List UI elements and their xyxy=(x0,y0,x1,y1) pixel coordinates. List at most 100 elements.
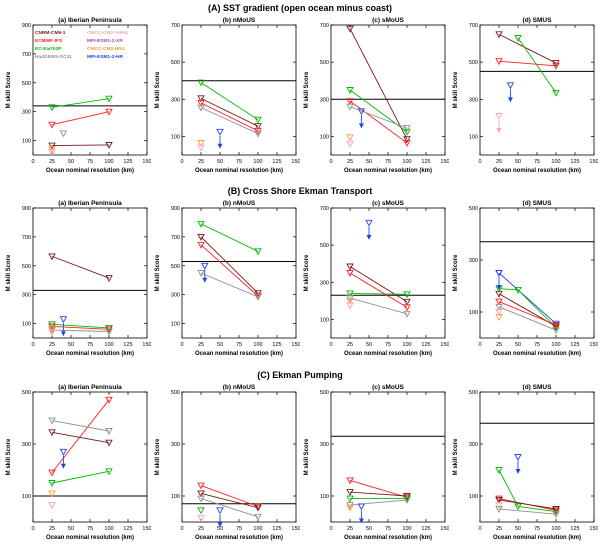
series-EC-Earth3P xyxy=(47,321,113,333)
series-EC-Earth3P xyxy=(196,221,262,256)
panel-C-d: (d) SMUS 100 300 500 0 25 50 75 100 125 150 M skill… xyxy=(453,384,598,541)
arrow-MPI-ESM1-2-HR xyxy=(513,453,522,474)
series-EC-Earth3P xyxy=(513,35,560,97)
series-CNRM-CM6-1 xyxy=(345,488,411,500)
panel-B-b: (b) nMoUS 100 300 500 700 900 0 25 50 75 100 125 150… xyxy=(155,200,300,357)
marker-triangle-down-icon xyxy=(494,304,503,312)
panel-C-b: (b) nMoUS 100 300 500 0 25 50 75 100 125 150 M skil… xyxy=(155,384,300,541)
svg-text:75: 75 xyxy=(533,526,539,532)
svg-text:700: 700 xyxy=(170,23,179,29)
marker-triangle-down-icon xyxy=(47,329,56,337)
series-CMCC-CM2-VHR4 xyxy=(196,144,205,152)
marker-triangle-down-icon xyxy=(47,121,56,129)
svg-text:500: 500 xyxy=(170,264,179,270)
marker-triangle-down-icon xyxy=(494,505,503,513)
svg-text:25: 25 xyxy=(346,159,352,165)
svg-text:150: 150 xyxy=(440,342,449,348)
y-axis-label: M skill Score xyxy=(304,438,310,475)
series-CMCC-CM2-VHR4 xyxy=(345,302,354,310)
svg-text:500: 500 xyxy=(319,60,328,66)
x-axis-label: Ocean nominal resolution (km) xyxy=(343,351,431,357)
series-ECMWF-IFS xyxy=(196,242,262,301)
row-a-panels: (a) Iberian Peninsula 100 300 500 700 900 0 25 5… xyxy=(0,14,600,185)
svg-text:100: 100 xyxy=(468,494,477,500)
marker-triangle-down-icon xyxy=(196,104,205,112)
arrow-MPI-ESM1-2-HR xyxy=(364,220,373,241)
svg-text:700: 700 xyxy=(21,52,30,58)
marker-triangle-down-icon xyxy=(196,490,205,497)
series-ECMWF-IFS xyxy=(47,323,113,334)
marker-triangle-down-icon xyxy=(345,134,354,142)
svg-text:75: 75 xyxy=(235,526,241,532)
marker-triangle-down-icon xyxy=(402,291,411,299)
marker-triangle-down-icon xyxy=(494,501,503,509)
series-HadGEM3-GC31 xyxy=(196,270,262,302)
marker-triangle-down-icon xyxy=(196,495,205,503)
svg-text:50: 50 xyxy=(67,159,73,165)
marker-triangle-down-icon xyxy=(47,321,56,329)
arrow-MPI-ESM1-2-HR xyxy=(215,507,224,527)
marker-triangle-down-icon xyxy=(513,453,522,461)
marker-triangle-down-icon xyxy=(104,108,113,116)
figure-row-c: (C) Ekman Pumping (a) Iberian Peninsula 1… xyxy=(0,369,600,552)
svg-text:900: 900 xyxy=(170,206,179,212)
svg-text:300: 300 xyxy=(468,258,477,264)
marker-triangle-down-icon xyxy=(551,323,560,331)
marker-triangle-down-icon xyxy=(551,327,560,335)
marker-triangle-down-icon xyxy=(364,220,373,228)
panel-title: (c) sMoUS xyxy=(372,200,404,207)
arrowhead-down-icon xyxy=(358,123,364,129)
arrowhead-down-icon xyxy=(515,468,520,474)
marker-triangle-down-icon xyxy=(253,513,262,521)
svg-text:75: 75 xyxy=(86,159,92,165)
marker-triangle-down-icon xyxy=(47,501,56,509)
marker-triangle-down-icon xyxy=(196,507,205,514)
panel-title: (d) SMUS xyxy=(522,200,552,207)
svg-text:100: 100 xyxy=(21,139,30,145)
svg-text:0: 0 xyxy=(31,526,34,532)
marker-triangle-down-icon xyxy=(345,270,354,278)
svg-text:150: 150 xyxy=(142,159,151,165)
y-axis-ticks: 100 300 500 xyxy=(21,390,147,500)
svg-text:75: 75 xyxy=(235,159,241,165)
y-axis-label: M skill Score xyxy=(155,254,161,291)
marker-triangle-down-icon xyxy=(345,504,354,512)
panel-A-b: (b) nMoUS 100 300 500 700 0 25 50 75 100 125 150 M s… xyxy=(155,17,300,174)
panel-C-a: (a) Iberian Peninsula 100 300 500 0 25 50 75 100… xyxy=(6,384,151,541)
x-axis-ticks: 0 25 50 75 100 125 150 xyxy=(478,25,598,165)
series-CNRM-CM6-1 xyxy=(494,496,560,513)
svg-text:125: 125 xyxy=(570,526,579,532)
series-ECMWF-IFS xyxy=(196,482,262,510)
x-axis-ticks: 0 25 50 75 100 125 150 xyxy=(478,208,598,348)
x-axis-ticks: 0 25 50 75 100 125 150 xyxy=(478,391,598,532)
svg-text:150: 150 xyxy=(589,526,598,532)
marker-triangle-down-icon xyxy=(345,25,354,33)
legend: CNRM-CM6-1 ECMWF-IFS EC-Earth3P HadGEM3-GC3… xyxy=(35,30,128,60)
series-CMCC-CM2-HR4 xyxy=(47,490,56,497)
svg-text:100: 100 xyxy=(468,134,477,140)
svg-text:700: 700 xyxy=(21,235,30,241)
panel-B-d: (d) SMUS 100 300 500 0 25 50 75 100 125 150 M skill… xyxy=(453,200,598,357)
svg-text:0: 0 xyxy=(180,342,183,348)
svg-text:50: 50 xyxy=(365,526,371,532)
svg-text:700: 700 xyxy=(319,23,328,29)
legend-entry-CNRM-CM6-1: CNRM-CM6-1 xyxy=(35,30,66,36)
x-axis-label: Ocean nominal resolution (km) xyxy=(45,535,133,541)
y-axis-label: M skill Score xyxy=(6,71,12,108)
series-HadGEM3-GC31 xyxy=(494,505,560,518)
svg-text:125: 125 xyxy=(123,526,132,532)
svg-text:125: 125 xyxy=(272,342,281,348)
svg-text:700: 700 xyxy=(170,235,179,241)
arrow-MPI-ESM1-2-HR xyxy=(357,503,365,524)
series-CMCC-CM2-VHR4 xyxy=(47,329,56,337)
svg-text:100: 100 xyxy=(551,526,560,532)
svg-text:150: 150 xyxy=(589,342,598,348)
series-CMCC-CM2-VHR4 xyxy=(196,514,205,522)
series-CNRM-CM6-1 xyxy=(47,429,113,447)
legend-entry-ECMWF-IFS: ECMWF-IFS xyxy=(35,38,63,44)
svg-text:75: 75 xyxy=(384,526,390,532)
marker-triangle-down-icon xyxy=(253,123,262,131)
svg-text:0: 0 xyxy=(478,159,481,165)
row-title-c: (C) Ekman Pumping xyxy=(257,369,343,380)
marker-triangle-down-icon xyxy=(253,116,262,124)
